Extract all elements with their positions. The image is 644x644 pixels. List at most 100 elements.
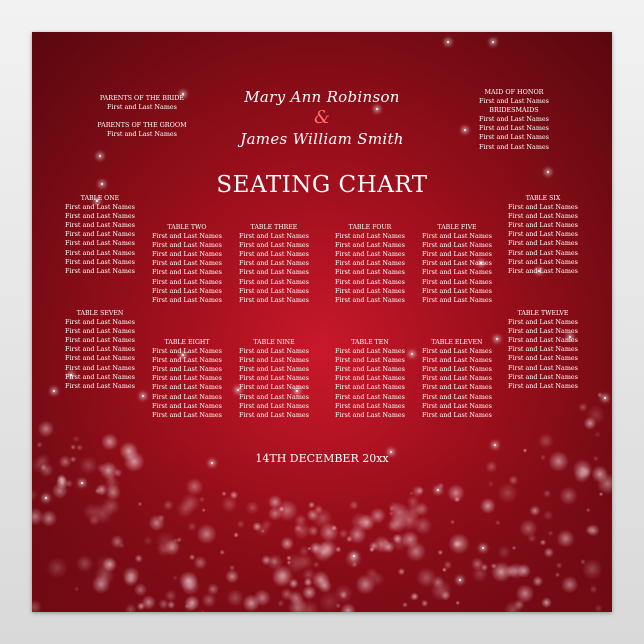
guest-name: First and Last Names	[335, 374, 405, 383]
guest-name: First and Last Names	[239, 295, 309, 304]
guest-name: First and Last Names	[508, 239, 578, 248]
sparkle-star	[376, 107, 379, 110]
page-title: SEATING CHART	[216, 172, 428, 198]
guest-name: First and Last Names	[422, 268, 492, 277]
guest-name: First and Last Names	[239, 250, 309, 259]
guest-name: First and Last Names	[335, 277, 405, 286]
table-name: TABLE ELEVEN	[431, 339, 483, 346]
guest-name: First and Last Names	[239, 401, 309, 410]
glitter-decoration	[32, 372, 612, 612]
guest-name: First and Last Names	[152, 374, 222, 383]
guest-name: First and Last Names	[335, 401, 405, 410]
guest-name: First and Last Names	[239, 374, 309, 383]
guest-name: First and Last Names	[65, 248, 135, 257]
sparkle-star	[211, 461, 214, 464]
guest-name: First and Last Names	[239, 347, 309, 356]
sparkle-star	[537, 269, 540, 272]
guest-name: First and Last Names	[65, 266, 135, 275]
table-name: TABLE TWO	[167, 224, 207, 231]
guest-name: First and Last Names	[335, 295, 405, 304]
guest-name: First and Last Names	[65, 345, 135, 354]
table-3: TABLE THREE First and Last Names First and…	[239, 223, 309, 305]
bridesmaids-label: BRIDESMAIDS	[489, 106, 539, 115]
guest-name: First and Last Names	[422, 410, 492, 419]
guest-name: First and Last Names	[65, 239, 135, 248]
table-name: TABLE FOUR	[348, 224, 392, 231]
sparkle-star	[45, 497, 48, 500]
guest-name: First and Last Names	[335, 365, 405, 374]
guest-name: First and Last Names	[65, 203, 135, 212]
guest-name: First and Last Names	[422, 356, 492, 365]
guest-name: First and Last Names	[65, 221, 135, 230]
table-5: TABLE FIVE First and Last Names First and …	[422, 223, 492, 305]
sparkle-star	[493, 443, 496, 446]
guest-name: First and Last Names	[239, 410, 309, 419]
sparkle-star	[182, 354, 185, 357]
table-name: TABLE THREE	[250, 224, 298, 231]
guest-name: First and Last Names	[152, 295, 222, 304]
guest-name: First and Last Names	[152, 277, 222, 286]
name: First and Last Names	[107, 103, 177, 112]
guest-name: First and Last Names	[239, 383, 309, 392]
guest-name: First and Last Names	[422, 232, 492, 241]
guest-name: First and Last Names	[239, 286, 309, 295]
sparkle-star	[568, 336, 571, 339]
table-8: TABLE EIGHT First and Last Names First and…	[152, 338, 222, 420]
table-1: TABLE ONE First and Last Names First and L…	[65, 194, 135, 276]
parents-of-bride: PARENTS OF THE BRIDE First and Last Name…	[100, 94, 184, 112]
sparkle-star	[446, 41, 449, 44]
guest-name: First and Last Names	[422, 259, 492, 268]
sparkle-star	[70, 373, 73, 376]
guest-name: First and Last Names	[422, 374, 492, 383]
guest-name: First and Last Names	[152, 365, 222, 374]
guest-name: First and Last Names	[152, 232, 222, 241]
guest-name: First and Last Names	[152, 250, 222, 259]
guest-name: First and Last Names	[65, 318, 135, 327]
sparkle-star	[479, 262, 482, 265]
guest-name: First and Last Names	[335, 286, 405, 295]
sparkle-star	[80, 481, 83, 484]
sparkle-star	[353, 554, 356, 557]
table-10: TABLE TEN First and Last Names First and L…	[335, 338, 405, 420]
table-9: TABLE NINE First and Last Names First and …	[239, 338, 309, 420]
guest-name: First and Last Names	[508, 203, 578, 212]
guest-name: First and Last Names	[335, 232, 405, 241]
guest-name: First and Last Names	[239, 365, 309, 374]
guest-name: First and Last Names	[335, 259, 405, 268]
guest-name: First and Last Names	[65, 363, 135, 372]
guest-name: First and Last Names	[65, 212, 135, 221]
sparkle-star	[389, 451, 392, 454]
sparkle-star	[459, 579, 462, 582]
guest-name: First and Last Names	[422, 286, 492, 295]
sparkle-star	[96, 200, 99, 203]
guest-name: First and Last Names	[335, 392, 405, 401]
guest-name: First and Last Names	[335, 383, 405, 392]
bride-name: Mary Ann Robinson	[244, 88, 400, 106]
bridesmaid-name: First and Last Names	[479, 115, 549, 124]
maid-of-honor-label: MAID OF HONOR	[484, 88, 544, 96]
guest-name: First and Last Names	[239, 356, 309, 365]
guest-name: First and Last Names	[422, 365, 492, 374]
guest-name: First and Last Names	[508, 257, 578, 266]
sparkle-star	[603, 396, 606, 399]
table-name: TABLE EIGHT	[164, 339, 210, 346]
guest-name: First and Last Names	[422, 401, 492, 410]
guest-name: First and Last Names	[152, 241, 222, 250]
guest-name: First and Last Names	[65, 327, 135, 336]
maid-of-honor-name: First and Last Names	[479, 97, 549, 106]
guest-name: First and Last Names	[152, 383, 222, 392]
guest-name: First and Last Names	[65, 372, 135, 381]
guest-name: First and Last Names	[508, 230, 578, 239]
sparkle-star	[141, 395, 144, 398]
guest-name: First and Last Names	[508, 248, 578, 257]
sparkle-star	[100, 183, 103, 186]
label: PARENTS OF THE BRIDE	[99, 94, 185, 102]
guest-name: First and Last Names	[65, 230, 135, 239]
bridesmaid-name: First and Last Names	[479, 142, 549, 151]
groom-name: James William Smith	[240, 130, 404, 148]
guest-name: First and Last Names	[152, 347, 222, 356]
table-4: TABLE FOUR First and Last Names First and …	[335, 223, 405, 305]
parents-of-groom: PARENTS OF THE GROOM First and Last Name…	[97, 121, 186, 139]
table-2: TABLE TWO First and Last Names First and L…	[152, 223, 222, 305]
bridesmaid-name: First and Last Names	[479, 124, 549, 133]
